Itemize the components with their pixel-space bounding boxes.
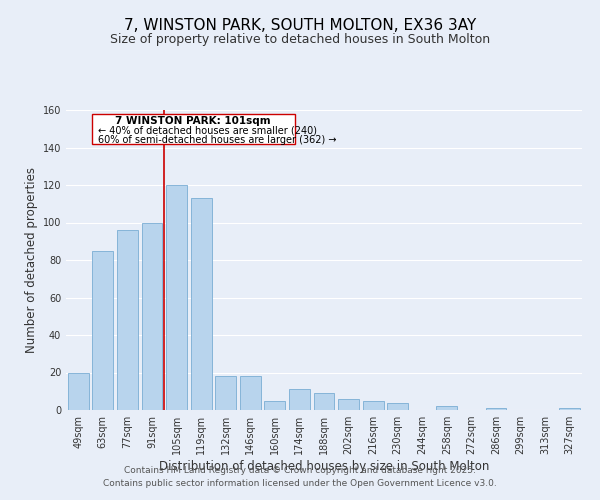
Bar — [142, 222, 163, 410]
Bar — [485, 408, 506, 410]
Text: ← 40% of detached houses are smaller (240): ← 40% of detached houses are smaller (24… — [98, 126, 317, 136]
Bar — [362, 400, 383, 410]
Bar — [240, 376, 261, 410]
Bar — [436, 406, 457, 410]
Bar — [387, 402, 408, 410]
FancyBboxPatch shape — [92, 114, 295, 144]
Bar — [215, 376, 236, 410]
Bar — [338, 399, 359, 410]
Text: Size of property relative to detached houses in South Molton: Size of property relative to detached ho… — [110, 32, 490, 46]
Text: Contains HM Land Registry data © Crown copyright and database right 2025.
Contai: Contains HM Land Registry data © Crown c… — [103, 466, 497, 487]
Bar — [191, 198, 212, 410]
Bar — [289, 390, 310, 410]
Text: 7, WINSTON PARK, SOUTH MOLTON, EX36 3AY: 7, WINSTON PARK, SOUTH MOLTON, EX36 3AY — [124, 18, 476, 32]
Y-axis label: Number of detached properties: Number of detached properties — [25, 167, 38, 353]
Bar — [68, 372, 89, 410]
Bar — [166, 185, 187, 410]
Bar — [117, 230, 138, 410]
X-axis label: Distribution of detached houses by size in South Molton: Distribution of detached houses by size … — [159, 460, 489, 473]
Bar — [92, 250, 113, 410]
Bar — [265, 400, 286, 410]
Bar — [314, 393, 334, 410]
Text: 7 WINSTON PARK: 101sqm: 7 WINSTON PARK: 101sqm — [115, 116, 271, 126]
Text: 60% of semi-detached houses are larger (362) →: 60% of semi-detached houses are larger (… — [98, 136, 337, 145]
Bar — [559, 408, 580, 410]
